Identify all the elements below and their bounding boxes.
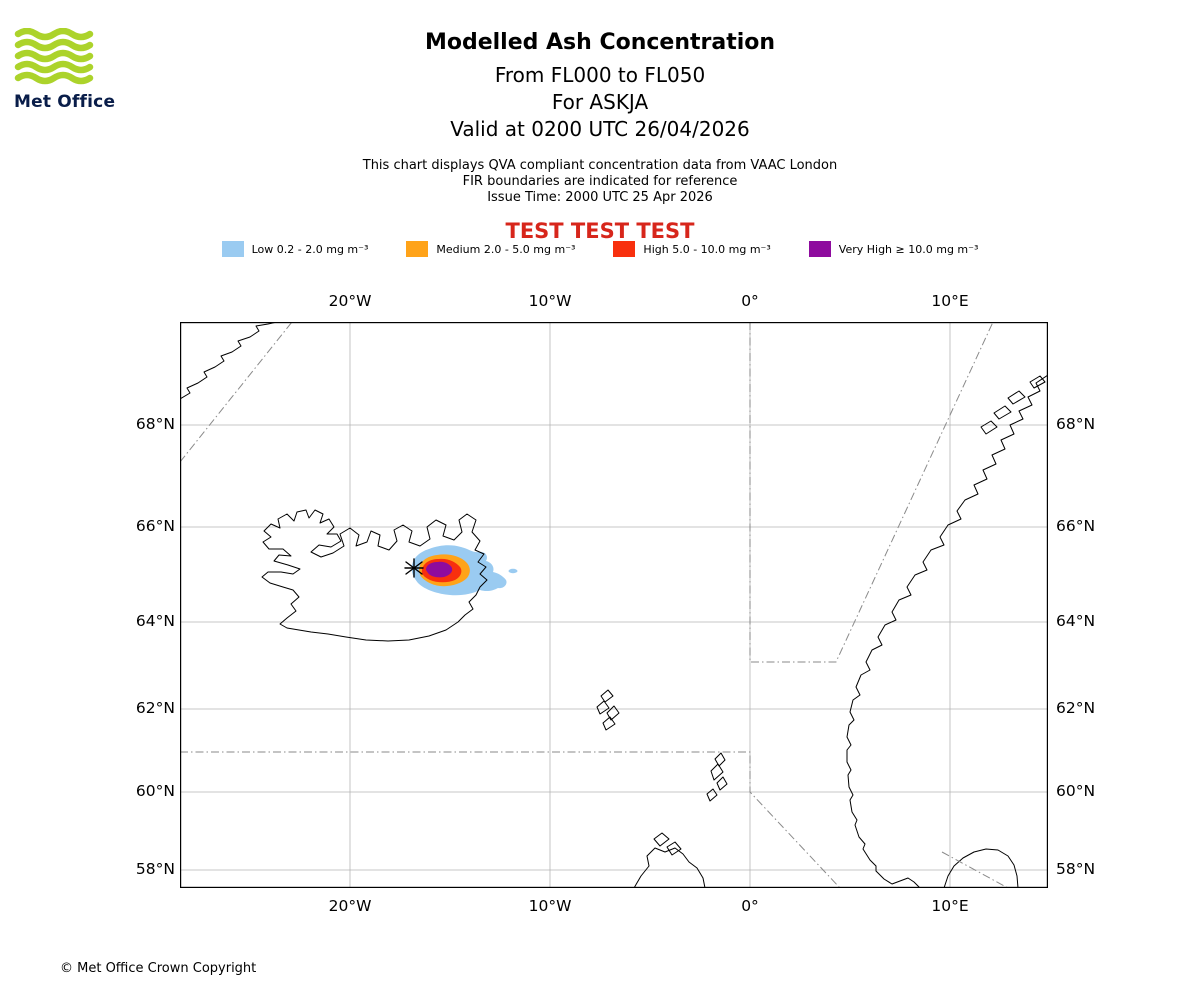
map-frame xyxy=(180,322,1048,888)
fir-boundary-south xyxy=(180,751,841,888)
lat-tick-left-66n: 66°N xyxy=(135,517,175,535)
valid-time-subtitle: Valid at 0200 UTC 26/04/2026 xyxy=(450,117,750,141)
lon-tick-bottom-10w: 10°W xyxy=(528,897,572,915)
coastline-lofoten-islands xyxy=(980,375,1046,435)
lat-tick-right-64n: 64°N xyxy=(1056,612,1096,630)
fir-boundary-southeast xyxy=(941,851,1009,888)
chart-title: Modelled Ash Concentration xyxy=(424,30,776,55)
met-office-logo-text: Met Office xyxy=(14,92,116,112)
coastline-greenland xyxy=(180,322,278,400)
graticule xyxy=(180,322,1048,888)
lon-tick-top-0: 0° xyxy=(741,292,759,310)
lat-tick-right-62n: 62°N xyxy=(1056,699,1096,717)
volcano-marker xyxy=(404,558,424,578)
ash-contour-low-fragment xyxy=(508,568,518,574)
test-banner: TEST TEST TEST xyxy=(505,219,695,243)
fir-boundary-northwest xyxy=(180,322,293,463)
legend-swatch-medium xyxy=(406,241,429,257)
lat-tick-left-68n: 68°N xyxy=(135,415,175,433)
lat-tick-right-60n: 60°N xyxy=(1056,782,1096,800)
lon-tick-bottom-10e: 10°E xyxy=(931,897,969,915)
legend-swatch-low xyxy=(221,241,244,257)
flight-level-subtitle: From FL000 to FL050 xyxy=(494,63,706,87)
lat-tick-left-60n: 60°N xyxy=(135,782,175,800)
coastlines xyxy=(180,322,1048,888)
coastline-orkney-islands xyxy=(653,832,682,856)
ash-plume xyxy=(411,545,518,596)
lon-tick-top-20w: 20°W xyxy=(328,292,372,310)
met-office-logo: Met Office xyxy=(14,27,124,112)
fir-boundaries-note: FIR boundaries are indicated for referen… xyxy=(462,174,738,189)
coastline-iceland xyxy=(261,509,488,642)
legend-label-low: Low 0.2 - 2.0 mg m⁻³ xyxy=(251,242,369,256)
lon-tick-bottom-20w: 20°W xyxy=(328,897,372,915)
coastline-scotland xyxy=(633,847,706,888)
lon-tick-top-10w: 10°W xyxy=(528,292,572,310)
lat-tick-left-64n: 64°N xyxy=(135,612,175,630)
lat-tick-left-58n: 58°N xyxy=(135,860,175,878)
legend-label-very-high: Very High ≥ 10.0 mg m⁻³ xyxy=(838,242,979,256)
volcano-subtitle: For ASKJA xyxy=(551,90,649,114)
legend-item-very-high: Very High ≥ 10.0 mg m⁻³ xyxy=(808,241,979,257)
lon-tick-bottom-0: 0° xyxy=(741,897,759,915)
qva-compliance-note: This chart displays QVA compliant concen… xyxy=(362,158,838,173)
legend-swatch-high xyxy=(613,241,636,257)
fir-boundaries xyxy=(180,322,1009,888)
legend-item-low: Low 0.2 - 2.0 mg m⁻³ xyxy=(221,241,369,257)
legend-item-high: High 5.0 - 10.0 mg m⁻³ xyxy=(613,241,771,257)
met-office-logo-waves xyxy=(14,27,94,85)
coastline-shetland-islands xyxy=(706,752,728,802)
legend-label-high: High 5.0 - 10.0 mg m⁻³ xyxy=(643,242,771,256)
coastline-norway xyxy=(846,374,1048,888)
lon-tick-top-10e: 10°E xyxy=(931,292,969,310)
fir-boundary-zero-meridian xyxy=(749,322,994,663)
lat-tick-left-62n: 62°N xyxy=(135,699,175,717)
copyright-notice: © Met Office Crown Copyright xyxy=(60,961,257,976)
issue-time-note: Issue Time: 2000 UTC 25 Apr 2026 xyxy=(487,190,713,205)
lat-tick-right-58n: 58°N xyxy=(1056,860,1096,878)
concentration-legend: Low 0.2 - 2.0 mg m⁻³ Medium 2.0 - 5.0 mg… xyxy=(0,241,1200,257)
map-canvas xyxy=(180,322,1048,888)
legend-label-medium: Medium 2.0 - 5.0 mg m⁻³ xyxy=(436,242,576,256)
lat-tick-right-66n: 66°N xyxy=(1056,517,1096,535)
legend-item-medium: Medium 2.0 - 5.0 mg m⁻³ xyxy=(406,241,575,257)
lat-tick-right-68n: 68°N xyxy=(1056,415,1096,433)
coastline-faroe-islands xyxy=(596,689,620,731)
header-titles: Modelled Ash Concentration From FL000 to… xyxy=(0,30,1200,243)
legend-swatch-very-high xyxy=(808,241,831,257)
ash-contour-very-high xyxy=(426,561,453,578)
coastline-skagerrak xyxy=(943,848,1019,888)
notes-block: This chart displays QVA compliant concen… xyxy=(0,158,1200,206)
